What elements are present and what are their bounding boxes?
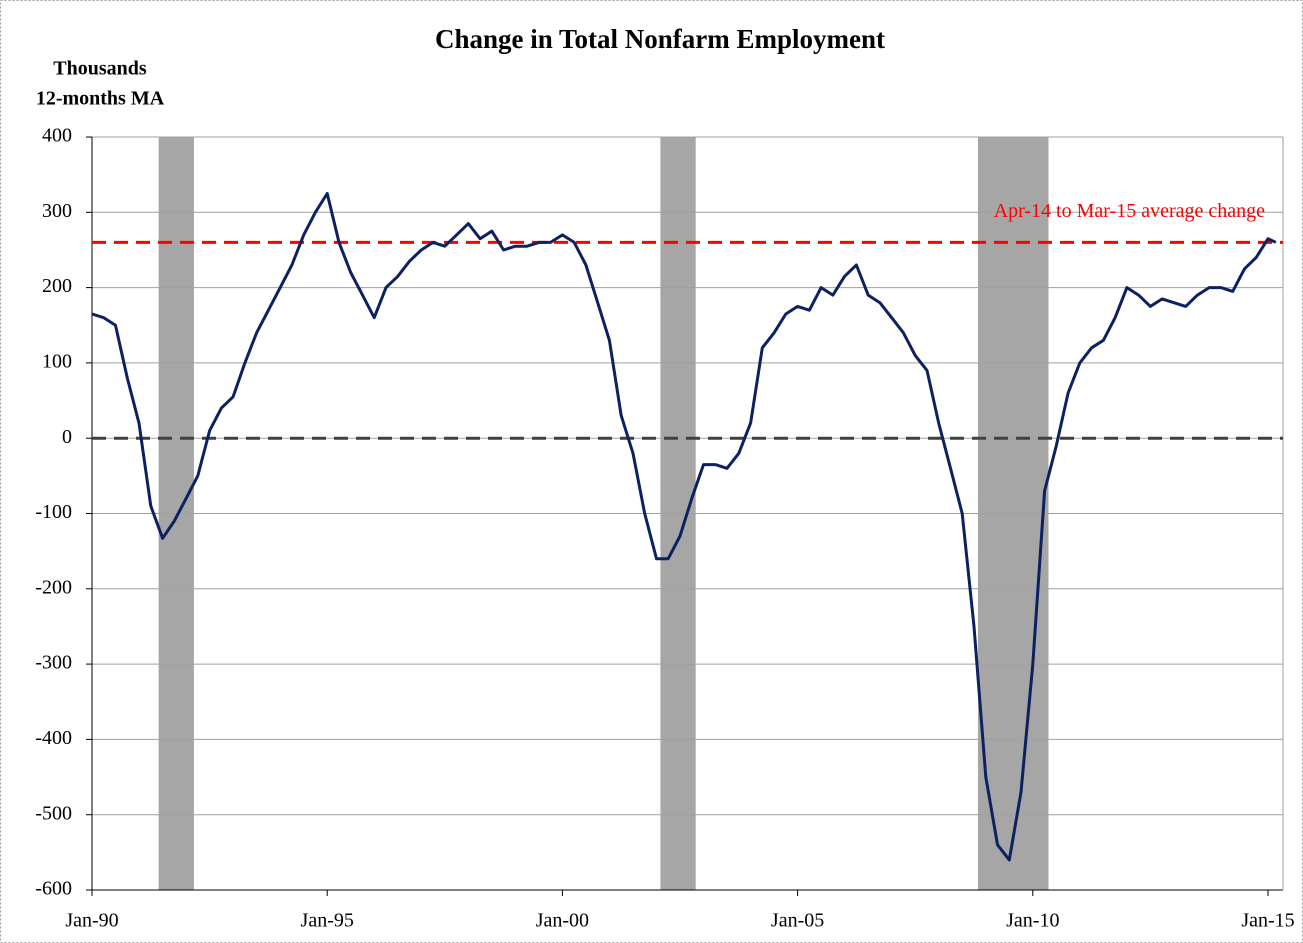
y-tick-label: 300 [42, 200, 72, 222]
y-tick-label: 100 [42, 350, 72, 372]
y-tick-label: 0 [62, 426, 72, 448]
y-tick-label: -600 [35, 878, 72, 900]
y-tick-label: 200 [42, 275, 72, 297]
y-tick-label: -500 [35, 802, 72, 824]
chart-title: Change in Total Nonfarm Employment [435, 24, 885, 54]
x-tick-label: Jan-10 [1006, 910, 1059, 932]
reference-label: Apr-14 to Mar-15 average change [994, 200, 1265, 222]
y-tick-label: -300 [35, 652, 72, 674]
x-tick-label: Jan-90 [65, 910, 118, 932]
y-axis-label: Thousands [53, 58, 147, 80]
y-tick-label: -100 [35, 501, 72, 523]
y-axis-label: 12-months MA [36, 88, 165, 110]
x-tick-label: Jan-05 [771, 910, 824, 932]
y-tick-label: -400 [35, 727, 72, 749]
y-tick-label: 400 [42, 125, 72, 147]
x-tick-label: Jan-15 [1241, 910, 1294, 932]
x-tick-label: Jan-00 [536, 910, 589, 932]
data-line [91, 192, 1277, 862]
x-tick-label: Jan-95 [301, 910, 354, 932]
y-tick-label: -200 [35, 576, 72, 598]
